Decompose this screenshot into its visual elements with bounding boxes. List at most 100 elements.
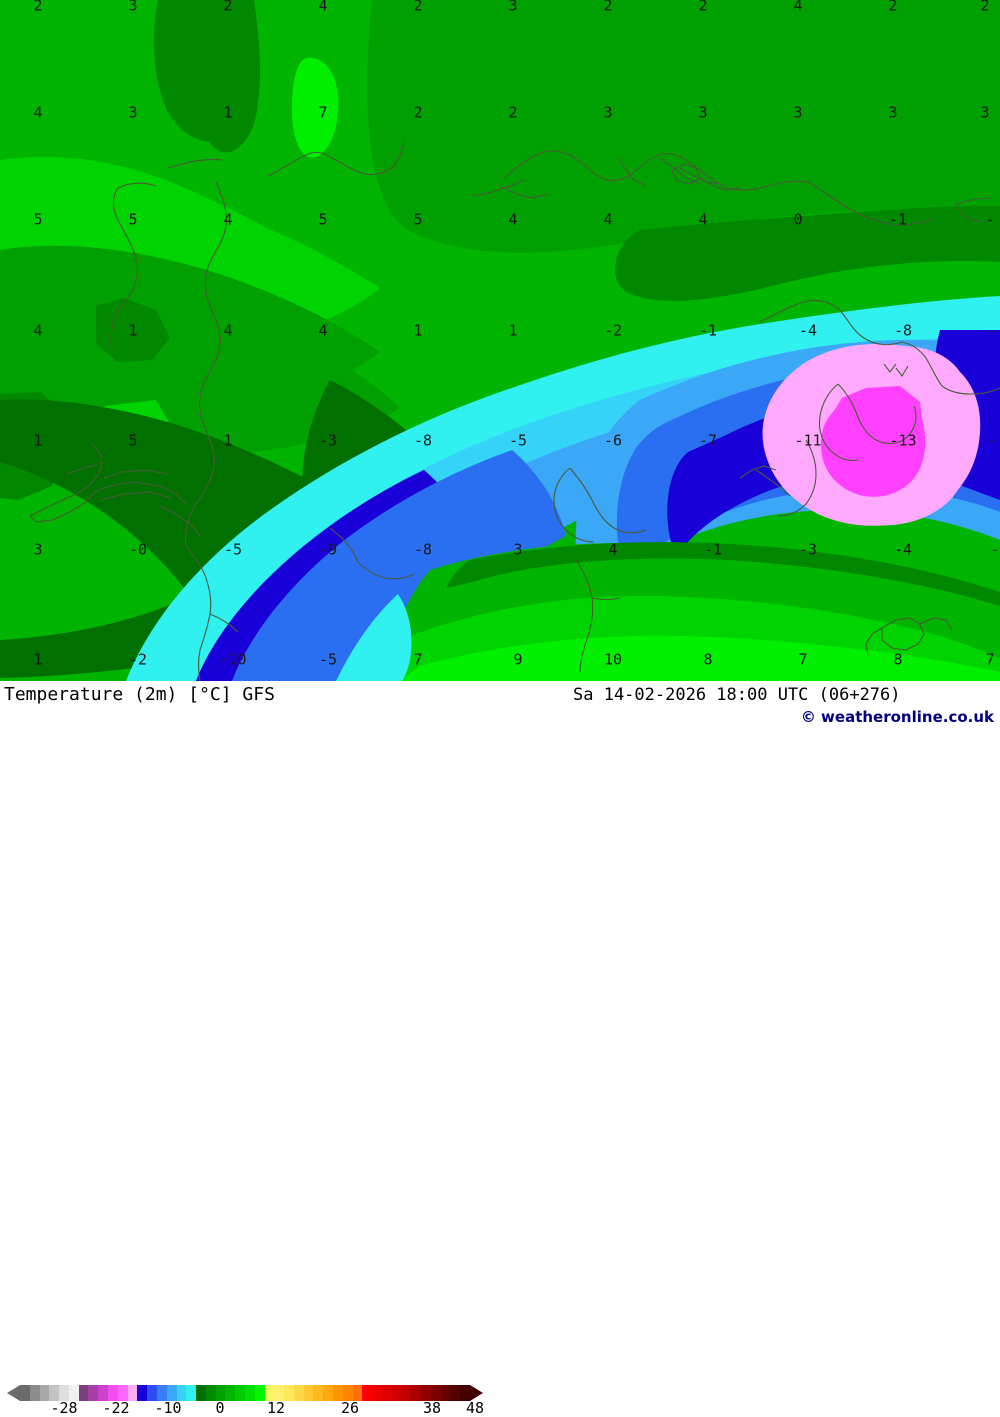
colorbar-tick: 0 — [215, 1399, 225, 1417]
grid-value-label: 8 — [893, 650, 903, 669]
grid-value-label: 7 — [318, 103, 328, 122]
band-cyan-notch-s — [336, 594, 412, 681]
grid-value-label: 1 — [33, 650, 43, 669]
grid-value-label: 2 — [508, 103, 518, 122]
grid-value-label: -0 — [128, 540, 148, 559]
grid-value-label: 3 — [698, 103, 708, 122]
grid-value-label: 4 — [318, 321, 328, 340]
grid-value-label: -5 — [508, 431, 528, 450]
colorbar-tick: 48 — [465, 1399, 485, 1417]
grid-value-label: 3 — [980, 103, 990, 122]
grid-value-label: 4 — [698, 210, 708, 229]
grid-value-label: 0 — [793, 210, 803, 229]
grid-value-label: -6 — [603, 431, 623, 450]
band-green-bright-patch-n — [292, 57, 339, 158]
band-green-se-dark — [446, 542, 1000, 606]
grid-value-label: -9 — [318, 540, 338, 559]
grid-value-label: 3 — [128, 0, 138, 15]
grid-value-label: -3 — [318, 431, 338, 450]
coastline-layer — [29, 141, 1000, 681]
band-cyan-sw — [126, 296, 1000, 681]
grid-value-label: - — [987, 431, 997, 450]
grid-value-label: -11 — [794, 431, 822, 450]
grid-value-label: 1 — [128, 321, 138, 340]
grid-value-label: 1 — [223, 431, 233, 450]
grid-value-label: -10 — [219, 650, 247, 669]
grid-value-label: 1 — [223, 103, 233, 122]
grid-value-label: 3 — [513, 540, 523, 559]
grid-value-label: -2 — [128, 650, 148, 669]
grid-value-label: 2 — [413, 0, 423, 15]
grid-value-label: 5 — [33, 210, 43, 229]
colorbar-tick: 26 — [340, 1399, 360, 1417]
map-footer: Temperature (2m) [°C] GFS Sa 14-02-2026 … — [0, 681, 1000, 1417]
grid-value-label: 5 — [128, 431, 138, 450]
contour-layer — [0, 0, 1000, 681]
grid-value-label: 4 — [603, 210, 613, 229]
grid-value-label: 3 — [888, 103, 898, 122]
grid-value-label: -4 — [798, 321, 818, 340]
band-green-se-bright2 — [430, 639, 1000, 681]
grid-value-label: 2 — [603, 0, 613, 15]
colorbar-tick: -28 — [50, 1399, 78, 1417]
grid-value-label: 4 — [318, 0, 328, 15]
grid-value-label: 3 — [33, 540, 43, 559]
grid-value-label: 1 — [413, 321, 423, 340]
grid-value-label: - — [990, 540, 1000, 559]
band-green-dark-top-blob — [153, 0, 258, 142]
grid-value-label: -7 — [698, 431, 718, 450]
grid-value-label: 3 — [603, 103, 613, 122]
grid-value-label: 3 — [508, 0, 518, 15]
grid-value-label: 10 — [603, 650, 623, 669]
grid-value-label: 7 — [413, 650, 423, 669]
grid-value-label: 1 — [33, 431, 43, 450]
copyright-notice: © weatheronline.co.uk — [800, 708, 994, 726]
grid-value-label: 2 — [33, 0, 43, 15]
grid-value-label: 4 — [33, 103, 43, 122]
grid-value-label: -3 — [798, 540, 818, 559]
grid-value-label: -8 — [413, 540, 433, 559]
grid-value-label: 4 — [508, 210, 518, 229]
grid-value-label: 5 — [318, 210, 328, 229]
grid-value-label: 3 — [793, 103, 803, 122]
temperature-contour-map[interactable]: 2 3 2 4 2 3 2 2 4 2 2 4 3 1 7 2 2 3 3 3 3 3 5 5 4 5 5 4 4 4 0 -1-4 1 4 4 1 1… — [0, 0, 1000, 681]
grid-value-label: 1 — [508, 321, 518, 340]
band-blue-mid-sw — [232, 450, 566, 681]
grid-value-label: 2 — [698, 0, 708, 15]
grid-value-label: - — [987, 321, 997, 340]
grid-value-label: 2 — [980, 0, 990, 15]
grid-value-label: 3 — [128, 103, 138, 122]
grid-value-label: 2 — [413, 103, 423, 122]
grid-value-label: 8 — [703, 650, 713, 669]
model-run-timestamp: Sa 14-02-2026 18:00 UTC (06+276) — [573, 685, 901, 705]
grid-value-label: 4 — [33, 321, 43, 340]
band-green-dark-blob-mid — [96, 298, 170, 362]
grid-value-label: -8 — [893, 321, 913, 340]
colorbar-tick: -22 — [102, 1399, 130, 1417]
grid-value-label: -1 — [888, 210, 908, 229]
grid-value-label: -8 — [413, 431, 433, 450]
grid-value-label: -13 — [889, 431, 917, 450]
grid-value-label: 7 — [985, 650, 995, 669]
grid-value-label: -5 — [223, 540, 243, 559]
grid-value-label: 9 — [513, 650, 523, 669]
colorbar-tick: 38 — [422, 1399, 442, 1417]
grid-value-label: -4 — [893, 540, 913, 559]
grid-value-label: 4 — [223, 210, 233, 229]
chart-title: Temperature (2m) [°C] GFS — [4, 684, 275, 705]
grid-value-label: 4 — [608, 540, 618, 559]
grid-value-label: 5 — [128, 210, 138, 229]
grid-value-label: 4 — [793, 0, 803, 15]
grid-value-label: 2 — [223, 0, 233, 15]
band-green-mid-ne — [367, 0, 1000, 253]
grid-value-label: 5 — [413, 210, 423, 229]
colorbar-tick-labels: -28 -22 -10 0 12 26 38 48 — [0, 1399, 484, 1417]
grid-value-label: -1 — [698, 321, 718, 340]
grid-value-label: 7 — [798, 650, 808, 669]
grid-value-label: 4 — [223, 321, 233, 340]
grid-value-label: -5 — [318, 650, 338, 669]
grid-value-label: - — [985, 210, 995, 229]
grid-value-label: -1 — [703, 540, 723, 559]
band-green-dark-ne — [615, 206, 1000, 301]
